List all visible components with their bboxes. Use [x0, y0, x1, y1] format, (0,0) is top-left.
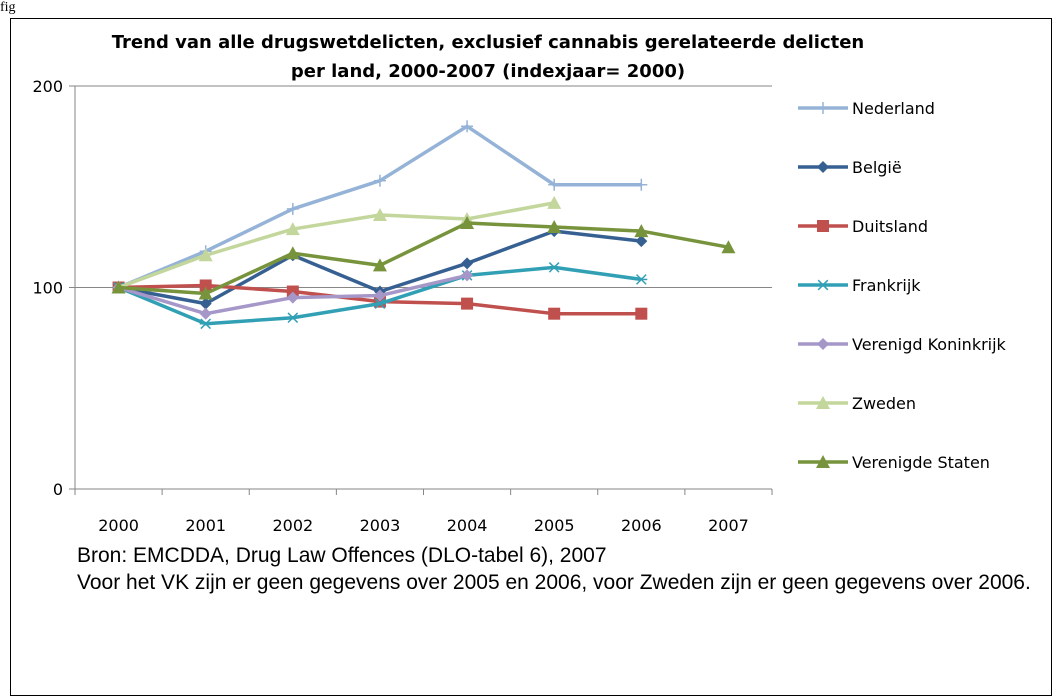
legend-label: Verenigd Koninkrijk — [852, 335, 1007, 354]
source-note: Bron: EMCDDA, Drug Law Offences (DLO-tab… — [77, 542, 1047, 596]
data-point-verenigd-koninkrijk-2003 — [373, 289, 386, 302]
data-point-belgie-2001 — [199, 297, 212, 310]
data-point-frankrijk-2003 — [373, 298, 386, 309]
series-zweden — [111, 195, 562, 294]
data-point-zweden-2002 — [285, 222, 300, 236]
legend-marker — [817, 161, 829, 173]
legend-entry-nederland: Nederland — [798, 99, 935, 118]
marker-part — [817, 279, 829, 291]
data-point-verenigd-koninkrijk-2002 — [286, 291, 299, 304]
marker-part — [374, 298, 386, 309]
marker-part — [635, 274, 647, 285]
data-point-duitsland-2005 — [548, 307, 561, 320]
legend-label: Zweden — [852, 394, 916, 413]
data-point-duitsland-2006 — [635, 307, 648, 320]
data-point-frankrijk-2002 — [286, 312, 299, 324]
series-verenigd-koninkrijk — [112, 269, 474, 320]
legend-label: België — [852, 158, 902, 177]
chart-subtitle: per land, 2000-2007 (indexjaar= 2000) — [291, 61, 685, 82]
x-tick-label-2006: 2006 — [621, 516, 662, 535]
legend-marker — [817, 279, 829, 291]
data-point-duitsland-2002 — [286, 285, 299, 298]
series-line-verenigde-staten — [118, 221, 729, 296]
x-tick-label-2004: 2004 — [447, 516, 488, 535]
chart-frame — [10, 18, 1052, 696]
axes: 0 100 200 2000 2001 2002 2003 2004 2005 2006 2007 — [32, 77, 773, 535]
data-point-verenigde-staten-2001 — [198, 286, 213, 300]
data-point-verenigde-staten-2005 — [547, 220, 562, 234]
source-line-1: Bron: EMCDDA, Drug Law Offences (DLO-tab… — [77, 544, 607, 567]
gridlines — [75, 85, 772, 288]
y-tick-label: 200 — [32, 77, 63, 96]
data-point-verenigde-staten-2002 — [285, 246, 300, 260]
data-point-duitsland-2001 — [199, 279, 212, 292]
data-point-nederland-2004 — [461, 120, 474, 133]
x-tick-label-2001: 2001 — [185, 516, 226, 535]
x-tick-label-2003: 2003 — [360, 516, 401, 535]
data-point-verenigde-staten-2004 — [460, 216, 475, 230]
series-line-zweden — [117, 201, 555, 290]
y-tick-label: 0 — [53, 480, 63, 499]
series-layer — [111, 120, 736, 330]
legend-label: Verenigde Staten — [852, 453, 990, 472]
data-point-verenigde-staten-2000 — [111, 280, 126, 294]
figure-label: fig — [0, 0, 16, 15]
data-point-zweden-2005 — [547, 195, 562, 209]
data-point-zweden-2003 — [372, 207, 387, 221]
series-verenigde-staten — [111, 216, 736, 300]
data-point-nederland-2006 — [635, 178, 648, 191]
x-tick-label-2007: 2007 — [708, 516, 749, 535]
data-point-belgie-2006 — [635, 235, 648, 248]
marker-part — [200, 318, 212, 330]
legend: Nederland België Duitsland Frankrijk Verenig… — [798, 99, 1007, 472]
data-point-frankrijk-2001 — [199, 318, 212, 330]
data-point-verenigd-koninkrijk-2001 — [199, 307, 212, 320]
legend-marker — [817, 338, 829, 350]
data-point-zweden-2001 — [198, 248, 213, 262]
data-point-verenigde-staten-2006 — [634, 224, 649, 238]
legend-entry-verenigde-staten: Verenigde Staten — [798, 453, 990, 472]
legend-marker — [816, 396, 830, 409]
data-point-frankrijk-2005 — [548, 262, 561, 273]
data-point-nederland-2005 — [548, 178, 561, 191]
data-point-frankrijk-2006 — [635, 274, 648, 285]
data-point-duitsland-2004 — [461, 297, 474, 310]
legend-entry-duitsland: Duitsland — [798, 217, 928, 236]
x-tick-label-2000: 2000 — [98, 516, 139, 535]
legend-marker — [817, 102, 829, 114]
x-tick-label-2005: 2005 — [534, 516, 575, 535]
y-tick-label: 100 — [32, 279, 63, 298]
legend-entry-frankrijk: Frankrijk — [798, 276, 921, 295]
data-point-belgie-2004 — [461, 257, 474, 270]
source-line-2: Voor het VK zijn er geen gegevens over 2… — [77, 571, 1031, 594]
legend-label: Nederland — [852, 99, 935, 118]
data-point-nederland-2002 — [286, 202, 299, 215]
legend-marker — [817, 220, 829, 232]
marker-part — [548, 262, 560, 273]
legend-entry-verenigd-koninkrijk: Verenigd Koninkrijk — [798, 335, 1007, 354]
legend-entry-belgie: België — [798, 158, 902, 177]
legend-label: Duitsland — [852, 217, 928, 236]
data-point-verenigde-staten-2003 — [372, 258, 387, 272]
marker-part — [287, 312, 299, 324]
data-point-verenigde-staten-2007 — [721, 240, 736, 254]
data-point-nederland-2003 — [373, 174, 386, 187]
x-tick-label-2002: 2002 — [272, 516, 313, 535]
legend-label: Frankrijk — [852, 276, 921, 295]
data-point-verenigd-koninkrijk-2004 — [461, 269, 474, 282]
chart-title: Trend van alle drugswetdelicten, exclusi… — [112, 32, 865, 53]
legend-entry-zweden: Zweden — [798, 394, 916, 413]
legend-marker — [816, 455, 830, 468]
